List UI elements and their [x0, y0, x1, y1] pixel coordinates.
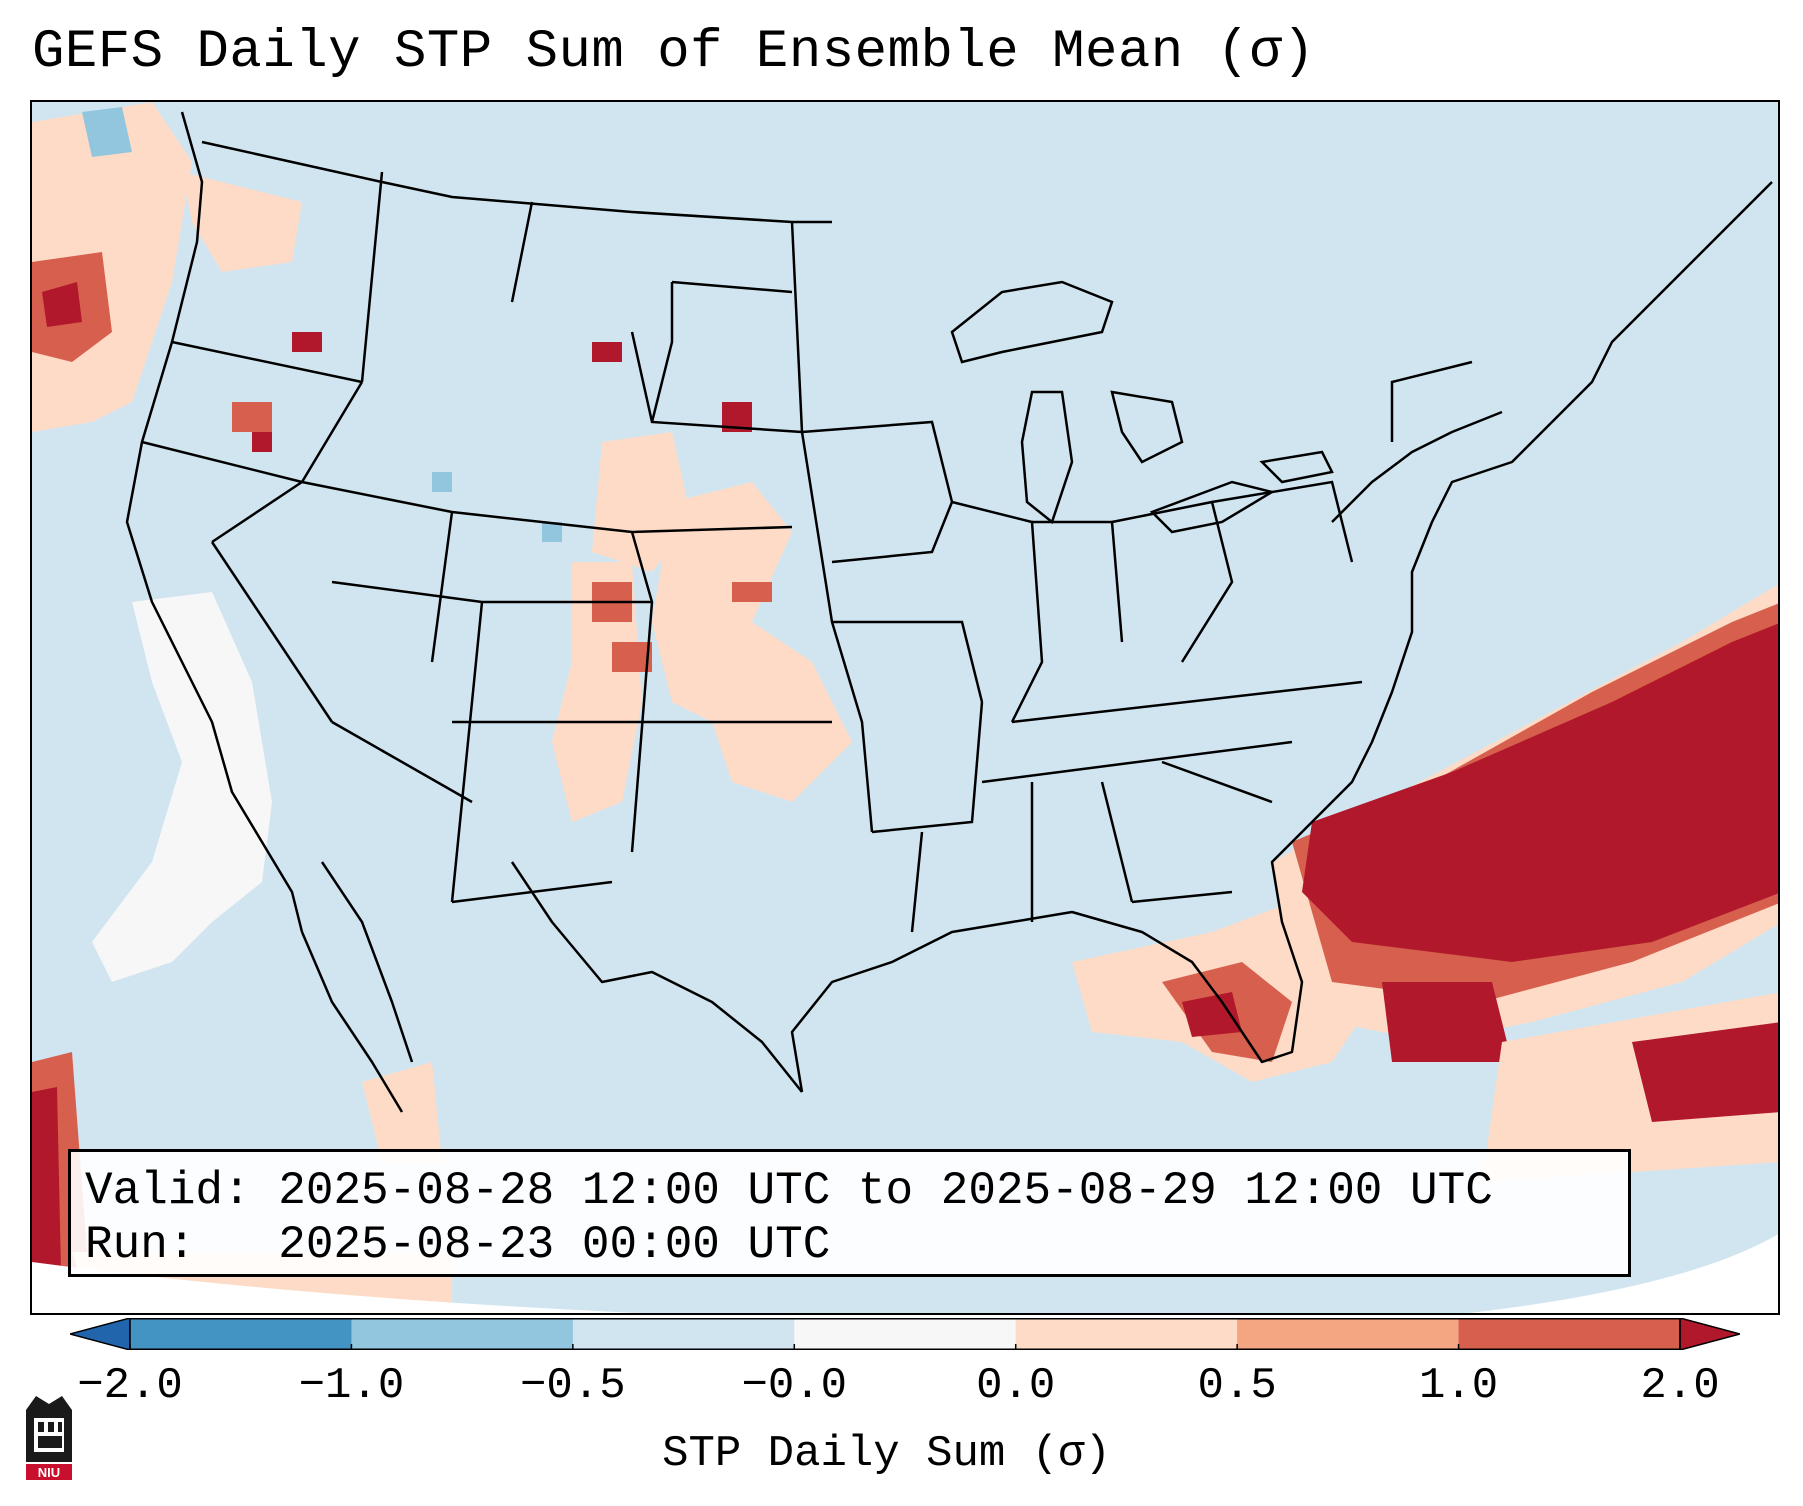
- texas-border: [510, 861, 803, 1093]
- mt-east-border: [510, 201, 534, 303]
- great-lakes: [950, 280, 1334, 534]
- mo-border: [832, 620, 984, 703]
- baja-coast: [300, 931, 404, 1113]
- gulf-of-california: [320, 861, 414, 1063]
- nv-mid: [232, 402, 272, 432]
- mt-wy-border: [650, 282, 674, 423]
- il-border: [951, 500, 1044, 723]
- map-panel: [30, 100, 1780, 1315]
- colorbar-tick-label: 0.5: [1197, 1361, 1277, 1411]
- ne-strong: [722, 402, 752, 432]
- colorbar-tick-label: −1.0: [298, 1361, 405, 1411]
- valid-line: Valid: 2025-08-28 12:00 UTC to 2025-08-2…: [85, 1165, 1493, 1217]
- colorbar-label: STP Daily Sum (σ): [662, 1429, 1111, 1479]
- lake-ontario: [1259, 450, 1334, 484]
- colorbar-segment: [1458, 1318, 1681, 1350]
- sw-corner-strong: [32, 1087, 62, 1313]
- valid-run-box: Valid: 2025-08-28 12:00 UTC to 2025-08-2…: [68, 1149, 1631, 1277]
- oh-border: [1111, 500, 1234, 663]
- projection-corner-left: [32, 1262, 637, 1313]
- caribbean-strong: [1632, 1022, 1778, 1122]
- ca-nv-north: [211, 480, 303, 544]
- nv-ut-border: [430, 511, 454, 663]
- wa-light: [182, 172, 302, 272]
- colorbar: [70, 1318, 1740, 1350]
- east-gulf-coast: [790, 181, 1773, 1093]
- wa-or-border: [171, 340, 363, 384]
- chart-title: GEFS Daily STP Sum of Ensemble Mean (σ): [32, 22, 1316, 83]
- in-border: [1032, 520, 1124, 643]
- pacific-nw-blue: [82, 107, 132, 157]
- colorbar-ticks: −2.0 −1.0 −0.5 −0.0 0.0 0.5 1.0 2.0: [0, 1360, 1803, 1420]
- ia-border: [801, 420, 954, 564]
- ne-sd-border: [630, 331, 803, 434]
- colorbar-tick-label: −2.0: [77, 1361, 183, 1411]
- colorbar-tick-label: −0.5: [520, 1361, 626, 1411]
- ks-mid: [732, 582, 772, 602]
- ar-border: [871, 701, 984, 834]
- lake-huron: [1110, 390, 1184, 464]
- colorbar-segment: [794, 1318, 1017, 1350]
- colorbar-tick-label: 2.0: [1640, 1361, 1720, 1411]
- colorbar-extend-low: [70, 1318, 131, 1350]
- colorbar-tick-label: 1.0: [1418, 1361, 1499, 1411]
- nv-strong: [252, 432, 272, 452]
- colorbar-segment: [130, 1318, 352, 1350]
- co-ks-border: [630, 531, 654, 853]
- colorbar-segment: [1237, 1318, 1460, 1350]
- atlantic-strong: [1302, 623, 1778, 962]
- pacific-nw-strong: [42, 282, 82, 327]
- projection-corner-right: [1468, 1234, 1778, 1313]
- california-offshore-zero: [92, 592, 272, 982]
- gulf-strong: [1182, 992, 1242, 1037]
- new-england-border: [1390, 360, 1473, 442]
- tn-south-border: [981, 740, 1293, 784]
- lake-michigan: [1020, 390, 1074, 525]
- pa-border: [1211, 480, 1354, 563]
- colorbar-segment: [572, 1318, 795, 1350]
- co-nm-light: [552, 562, 642, 822]
- niu-logo: NIU: [26, 1396, 72, 1480]
- state-borders: [141, 140, 1473, 933]
- us-canada-border: [201, 140, 832, 224]
- la-border: [910, 831, 924, 933]
- id-or-border: [300, 381, 364, 483]
- ga-fl-border: [1131, 890, 1233, 904]
- niu-logo-text: NIU: [38, 1465, 60, 1480]
- co-blue: [542, 522, 562, 542]
- co-mid-2: [612, 642, 652, 672]
- nd-sd-border: [671, 280, 793, 294]
- lake-superior: [950, 280, 1114, 364]
- ut-blue: [432, 472, 452, 492]
- id-strong: [292, 332, 322, 352]
- colorbar-extend-high: [1679, 1318, 1740, 1350]
- anomaly-field: [32, 102, 1778, 1313]
- colorbar-segment: [1015, 1318, 1238, 1350]
- ky-tn-border: [1011, 680, 1363, 724]
- st-lawrence: [1331, 410, 1503, 523]
- bahamas-strong: [1382, 982, 1512, 1062]
- sc-border: [1161, 760, 1273, 804]
- ut-az-border: [450, 601, 484, 903]
- id-border: [360, 171, 384, 383]
- sd-strong: [592, 342, 622, 362]
- az-ca-border: [331, 720, 473, 804]
- west-coast: [125, 111, 304, 933]
- al-ga-border: [1100, 781, 1134, 903]
- run-line: Run: 2025-08-23 00:00 UTC: [85, 1219, 831, 1271]
- nm-tx-border: [451, 880, 613, 904]
- stp-map: [32, 102, 1778, 1313]
- coastlines: [125, 111, 1773, 1113]
- colorbar-tick-label: −0.0: [741, 1361, 848, 1411]
- ca-nv-diagonal: [210, 541, 334, 723]
- colorbar-segment: [351, 1318, 574, 1350]
- colorbar-tick-label: 0.0: [976, 1361, 1056, 1411]
